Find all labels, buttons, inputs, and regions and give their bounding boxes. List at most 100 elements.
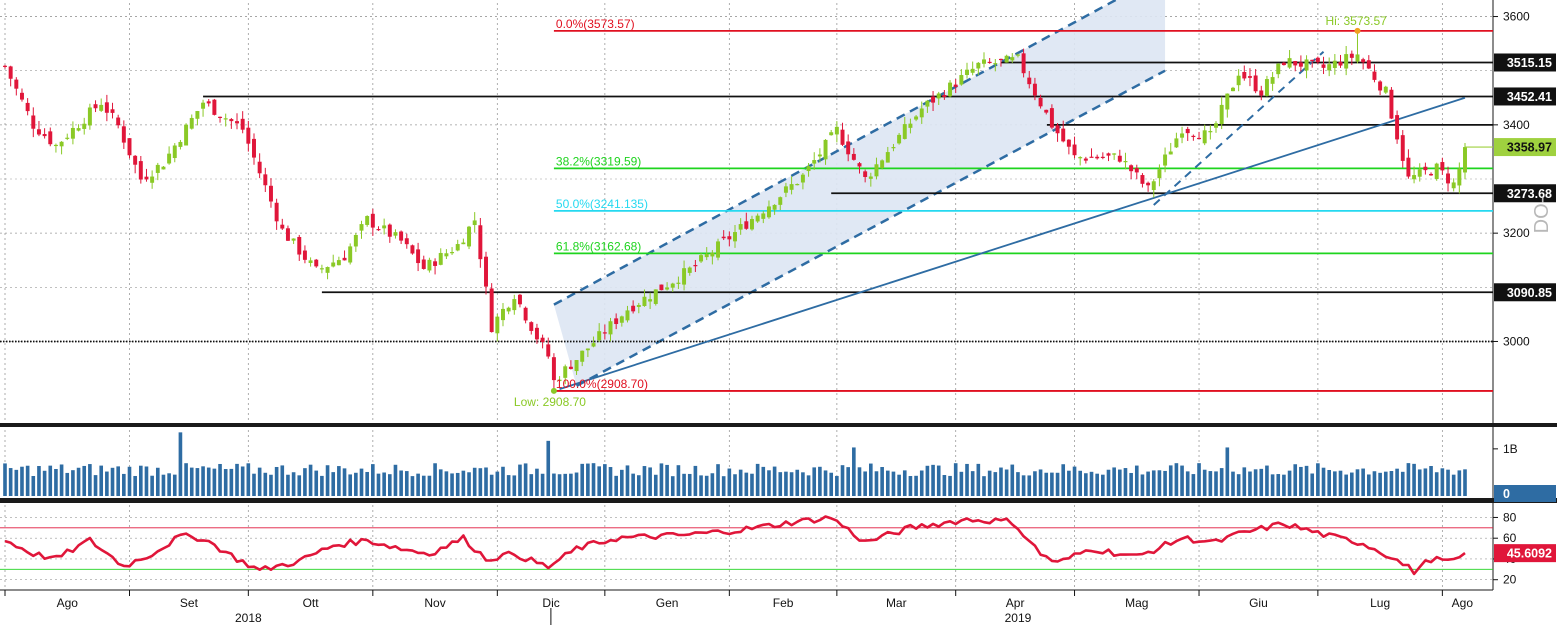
volume-bar — [1117, 469, 1122, 496]
candle — [201, 102, 206, 109]
volume-bar — [320, 475, 324, 496]
candle — [263, 174, 268, 186]
volume-bar — [574, 472, 579, 496]
candle — [744, 221, 749, 229]
volume-bar — [218, 463, 222, 496]
volume-bar — [71, 470, 75, 496]
volume-bar — [1287, 470, 1292, 496]
x-tick-label: Apr — [1006, 596, 1025, 610]
volume-bar — [1344, 474, 1348, 496]
volume-bar — [144, 466, 149, 496]
candle — [223, 118, 228, 120]
candle — [1276, 63, 1281, 75]
level-badge-label: 3452.41 — [1507, 90, 1552, 104]
candle — [1129, 165, 1134, 172]
candle — [121, 126, 126, 143]
candle — [438, 252, 443, 265]
volume-bar — [597, 466, 601, 496]
volume-bar — [1038, 469, 1043, 496]
volume-bar — [687, 473, 692, 496]
candle — [472, 220, 477, 226]
candle — [461, 242, 466, 245]
candle — [3, 65, 7, 67]
volume-bar — [1276, 474, 1281, 496]
candle — [133, 155, 138, 165]
volume-bar — [371, 464, 375, 496]
candle — [1355, 54, 1360, 62]
candle — [721, 236, 726, 239]
volume-bar — [1434, 472, 1439, 496]
candle — [1027, 77, 1032, 85]
candle — [1072, 144, 1077, 156]
volume-bar — [874, 471, 879, 496]
candle — [806, 166, 811, 172]
candle — [1321, 64, 1326, 68]
candle — [399, 231, 404, 241]
volume-bar — [552, 473, 556, 496]
volume-bar — [891, 471, 896, 496]
candle — [155, 164, 160, 173]
rsi-line — [4, 515, 1466, 576]
volume-bar — [410, 476, 415, 496]
volume-bar — [1067, 470, 1071, 496]
candle — [8, 66, 13, 79]
candle — [501, 308, 505, 321]
volume-bar — [484, 467, 488, 496]
volume-bar — [586, 463, 590, 496]
trendline — [1153, 50, 1325, 206]
volume-bar — [308, 464, 313, 496]
volume-bar — [1123, 468, 1128, 496]
volume-bar — [1157, 470, 1162, 496]
candle — [280, 224, 285, 229]
candle — [1457, 168, 1462, 186]
channel-lower-line — [575, 69, 1166, 387]
volume-bar — [1400, 471, 1405, 496]
candle — [31, 115, 36, 129]
candle — [1281, 62, 1286, 66]
volume-bar — [331, 472, 336, 496]
rsi-badge-label: 45.6092 — [1507, 547, 1552, 561]
candle — [93, 104, 98, 109]
candle — [812, 160, 817, 164]
volume-bar — [885, 470, 890, 496]
candle — [557, 379, 562, 381]
volume-bar — [359, 468, 364, 496]
volume-bar — [931, 464, 935, 496]
volume-bar — [1151, 470, 1156, 496]
candle — [631, 305, 636, 312]
volume-bar — [529, 474, 534, 496]
volume-bar — [959, 471, 964, 496]
candle — [580, 350, 585, 362]
candle — [670, 283, 675, 288]
candle — [727, 236, 732, 240]
volume-bar — [1259, 468, 1264, 496]
candle — [1106, 153, 1111, 156]
volume-bar — [727, 468, 732, 496]
candle — [749, 219, 754, 230]
volume-bar — [1270, 474, 1275, 496]
candle — [761, 213, 766, 219]
volume-bar — [1050, 472, 1054, 496]
volume-bar — [806, 475, 811, 496]
candle — [240, 118, 245, 130]
volume-bar — [93, 475, 98, 496]
candle — [489, 288, 494, 333]
volume-bar — [1253, 469, 1258, 496]
x-tick-label: Ago — [57, 596, 79, 610]
candle — [863, 171, 868, 177]
candle — [104, 102, 109, 113]
candle — [365, 216, 370, 225]
volume-bar — [286, 474, 290, 496]
volume-bar — [1021, 475, 1026, 496]
fib-label: 0.0%(3573.57) — [556, 17, 635, 31]
candle — [965, 69, 969, 75]
candle — [795, 184, 800, 186]
volume-bar — [795, 469, 800, 496]
volume-bar — [557, 474, 562, 496]
volume-bar — [1463, 469, 1467, 496]
candle — [1185, 128, 1190, 134]
candle — [1032, 83, 1037, 96]
volume-bar — [1248, 471, 1252, 496]
high-marker — [1354, 27, 1361, 34]
volume-bar — [829, 472, 834, 496]
